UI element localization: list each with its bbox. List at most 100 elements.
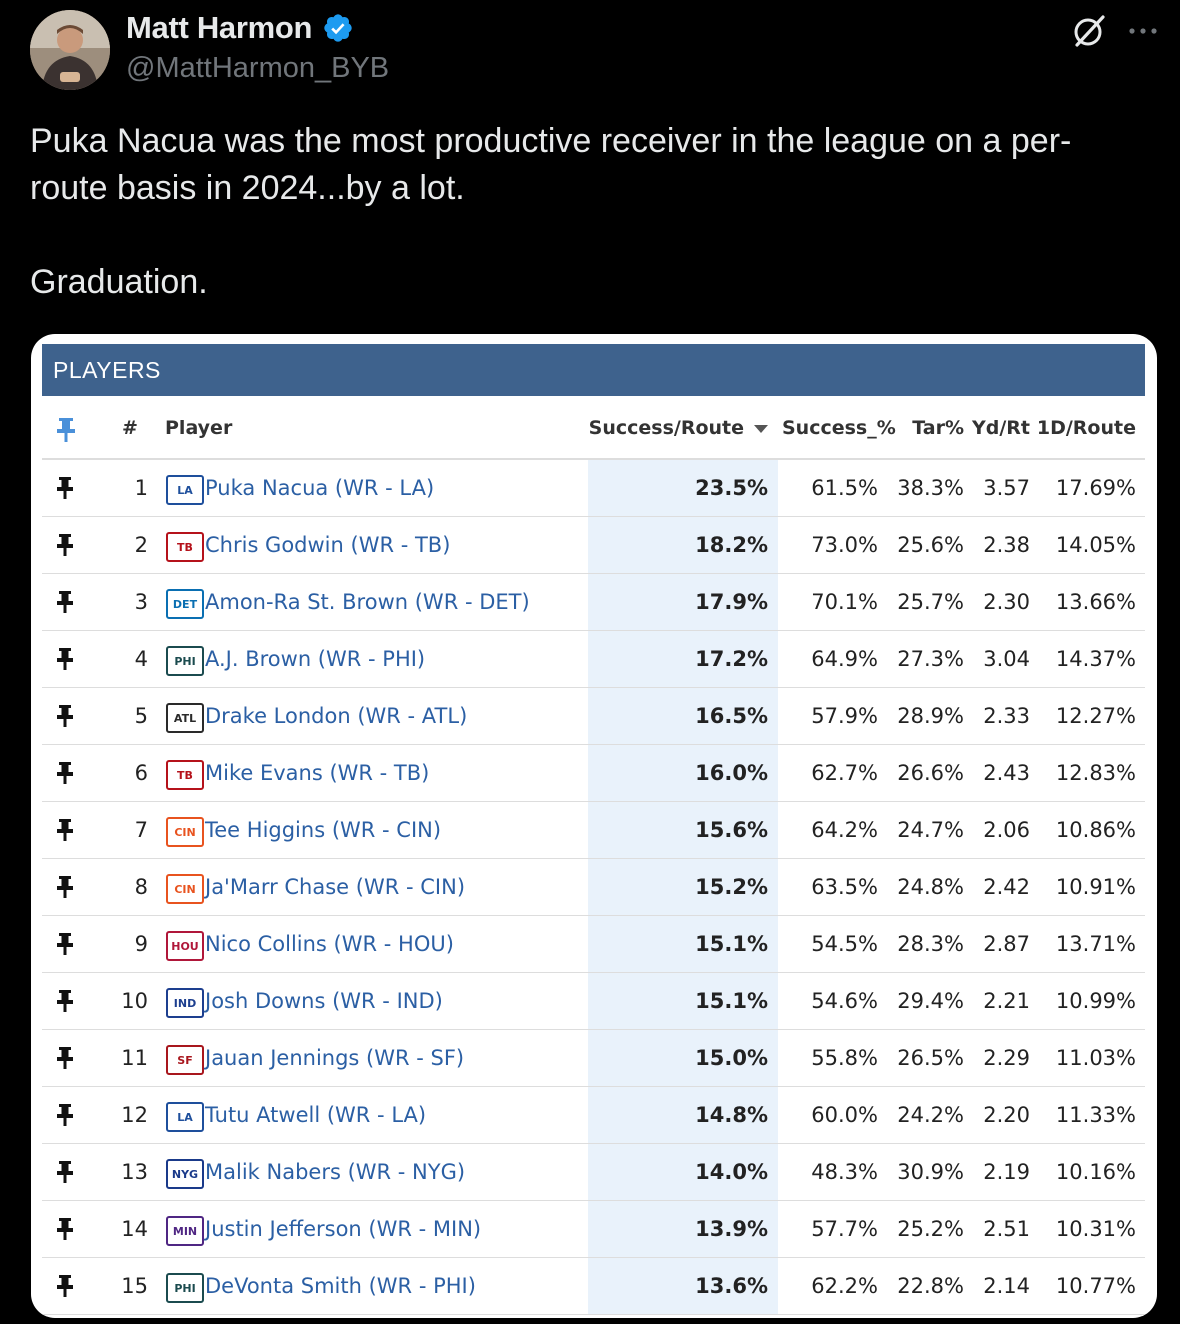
pin-row-button[interactable] xyxy=(56,1046,76,1070)
author-handle[interactable]: @MattHarmon_BYB xyxy=(126,52,390,84)
pin-icon xyxy=(57,534,73,556)
pin-row-button[interactable] xyxy=(56,989,76,1013)
table-row[interactable]: 12 LA Tutu Atwell (WR - LA) 14.8% 60.0% 24.2%… xyxy=(42,1087,1145,1144)
team-logo-icon: PHI xyxy=(166,646,204,676)
success-pct-cell: 57.7% xyxy=(811,1217,878,1241)
success-pct-column-header[interactable]: Success_% xyxy=(782,417,896,439)
team-logo-icon: MIN xyxy=(166,1216,204,1246)
rank-column-header[interactable]: # xyxy=(122,417,138,439)
table-row[interactable]: 7 CIN Tee Higgins (WR - CIN) 15.6% 64.2% 24.7… xyxy=(42,802,1145,859)
player-link[interactable]: DeVonta Smith (WR - PHI) xyxy=(205,1274,476,1298)
first-down-route-cell: 10.16% xyxy=(1055,1160,1136,1184)
pin-icon xyxy=(57,1218,73,1240)
yd-rt-cell: 2.21 xyxy=(983,989,1030,1013)
team-logo-icon: SF xyxy=(166,1045,204,1075)
table-row[interactable]: 6 TB Mike Evans (WR - TB) 16.0% 62.7% 26.6% 2.… xyxy=(42,745,1145,802)
first-down-route-cell: 10.77% xyxy=(1055,1274,1136,1298)
yd-rt-cell: 2.33 xyxy=(983,704,1030,728)
table-row[interactable]: 10 IND Josh Downs (WR - IND) 15.1% 54.6% 29.4… xyxy=(42,973,1145,1030)
pin-row-button[interactable] xyxy=(56,476,76,500)
verified-badge-icon xyxy=(324,14,352,42)
player-link[interactable]: Tee Higgins (WR - CIN) xyxy=(205,818,442,842)
team-logo-icon: IND xyxy=(166,988,204,1018)
success-pct-cell: 61.5% xyxy=(811,476,878,500)
player-column-header[interactable]: Player xyxy=(165,417,233,439)
success-pct-cell: 48.3% xyxy=(811,1160,878,1184)
pin-row-button[interactable] xyxy=(56,875,76,899)
team-abbr: DET xyxy=(166,589,204,619)
team-abbr: CIN xyxy=(166,874,204,904)
table-row[interactable]: 8 CIN Ja'Marr Chase (WR - CIN) 15.2% 63.5% 24… xyxy=(42,859,1145,916)
yd-rt-cell: 2.42 xyxy=(983,875,1030,899)
attached-image[interactable]: PLAYERS # Player Success/Route Success_%… xyxy=(31,334,1157,1318)
more-options-icon[interactable] xyxy=(1126,18,1160,44)
team-abbr: MIN xyxy=(166,1216,204,1246)
player-link[interactable]: Justin Jefferson (WR - MIN) xyxy=(205,1217,482,1241)
team-abbr: SF xyxy=(166,1045,204,1075)
author-name-row[interactable]: Matt Harmon xyxy=(126,10,354,46)
avatar[interactable] xyxy=(30,10,110,90)
player-link[interactable]: Puka Nacua (WR - LA) xyxy=(205,476,435,500)
team-abbr: PHI xyxy=(166,1273,204,1303)
team-abbr: PHI xyxy=(166,646,204,676)
pin-row-button[interactable] xyxy=(56,761,76,785)
pin-row-button[interactable] xyxy=(56,818,76,842)
pin-row-button[interactable] xyxy=(56,533,76,557)
player-link[interactable]: Jauan Jennings (WR - SF) xyxy=(205,1046,465,1070)
team-abbr: IND xyxy=(166,988,204,1018)
player-link[interactable]: Josh Downs (WR - IND) xyxy=(205,989,443,1013)
grok-icon[interactable] xyxy=(1071,13,1107,49)
first-down-route-cell: 17.69% xyxy=(1055,476,1136,500)
player-link[interactable]: Tutu Atwell (WR - LA) xyxy=(205,1103,427,1127)
player-link[interactable]: Malik Nabers (WR - NYG) xyxy=(205,1160,466,1184)
pin-icon xyxy=(57,990,73,1012)
pin-row-button[interactable] xyxy=(56,590,76,614)
success-route-column-header[interactable]: Success/Route xyxy=(588,417,768,439)
table-row[interactable]: 13 NYG Malik Nabers (WR - NYG) 14.0% 48.3% 30… xyxy=(42,1144,1145,1201)
first-down-route-column-header[interactable]: 1D/Route xyxy=(1036,417,1136,439)
player-link[interactable]: A.J. Brown (WR - PHI) xyxy=(205,647,426,671)
first-down-route-cell: 10.99% xyxy=(1055,989,1136,1013)
table-row[interactable]: 11 SF Jauan Jennings (WR - SF) 15.0% 55.8% 26… xyxy=(42,1030,1145,1087)
player-link[interactable]: Ja'Marr Chase (WR - CIN) xyxy=(205,875,466,899)
success-route-cell: 14.0% xyxy=(695,1160,768,1184)
success-route-label: Success/Route xyxy=(588,417,744,439)
yd-rt-column-header[interactable]: Yd/Rt xyxy=(971,417,1030,439)
tar-pct-column-header[interactable]: Tar% xyxy=(912,417,964,439)
player-link[interactable]: Amon-Ra St. Brown (WR - DET) xyxy=(205,590,530,614)
player-link[interactable]: Mike Evans (WR - TB) xyxy=(205,761,430,785)
table-row[interactable]: 9 HOU Nico Collins (WR - HOU) 15.1% 54.5% 28.… xyxy=(42,916,1145,973)
first-down-route-cell: 10.86% xyxy=(1055,818,1136,842)
table-row[interactable]: 3 DET Amon-Ra St. Brown (WR - DET) 17.9% 70.… xyxy=(42,574,1145,631)
rank-cell: 2 xyxy=(134,533,148,557)
pin-row-button[interactable] xyxy=(56,1103,76,1127)
sorted-column-highlight xyxy=(588,517,778,573)
table-row[interactable]: 15 PHI DeVonta Smith (WR - PHI) 13.6% 62.2% 2… xyxy=(42,1258,1145,1315)
rank-cell: 6 xyxy=(134,761,148,785)
table-row[interactable]: 2 TB Chris Godwin (WR - TB) 18.2% 73.0% 25.6%… xyxy=(42,517,1145,574)
pin-icon xyxy=(57,762,73,784)
pin-row-button[interactable] xyxy=(56,1217,76,1241)
pin-column-header[interactable] xyxy=(56,417,76,448)
player-link[interactable]: Nico Collins (WR - HOU) xyxy=(205,932,454,956)
success-pct-cell: 60.0% xyxy=(811,1103,878,1127)
pin-row-button[interactable] xyxy=(56,932,76,956)
table-row[interactable]: 4 PHI A.J. Brown (WR - PHI) 17.2% 64.9% 27.3%… xyxy=(42,631,1145,688)
yd-rt-cell: 2.38 xyxy=(983,533,1030,557)
first-down-route-cell: 13.66% xyxy=(1055,590,1136,614)
author-name[interactable]: Matt Harmon xyxy=(126,10,313,45)
table-row[interactable]: 5 ATL Drake London (WR - ATL) 16.5% 57.9% 28.… xyxy=(42,688,1145,745)
player-link[interactable]: Drake London (WR - ATL) xyxy=(205,704,468,728)
sorted-column-highlight xyxy=(588,460,778,516)
pin-row-button[interactable] xyxy=(56,647,76,671)
success-pct-cell: 64.2% xyxy=(811,818,878,842)
table-row[interactable]: 14 MIN Justin Jefferson (WR - MIN) 13.9% 57.… xyxy=(42,1201,1145,1258)
pin-row-button[interactable] xyxy=(56,1160,76,1184)
table-row[interactable]: 1 LA Puka Nacua (WR - LA) 23.5% 61.5% 38.3% 3.… xyxy=(42,460,1145,517)
pin-row-button[interactable] xyxy=(56,704,76,728)
pin-row-button[interactable] xyxy=(56,1274,76,1298)
player-link[interactable]: Chris Godwin (WR - TB) xyxy=(205,533,451,557)
success-route-cell: 15.0% xyxy=(695,1046,768,1070)
team-logo-icon: TB xyxy=(166,760,204,790)
panel-title: PLAYERS xyxy=(42,344,1145,396)
